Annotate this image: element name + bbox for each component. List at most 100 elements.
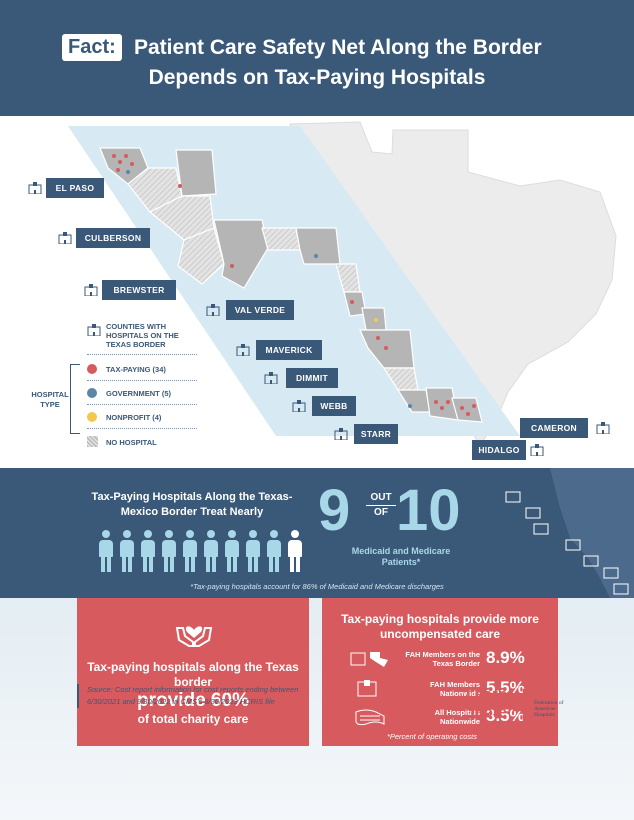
hospital-dots bbox=[112, 154, 476, 416]
hospital-building-icon bbox=[87, 324, 101, 336]
legend-no-hospital: NO HOSPITAL bbox=[106, 438, 157, 447]
person-icon bbox=[161, 530, 177, 572]
uncomp-row-value: 5.5% bbox=[486, 678, 525, 697]
hospital-building-icon bbox=[206, 304, 220, 316]
us-flag-icon bbox=[355, 709, 385, 726]
county-cameron bbox=[451, 397, 483, 423]
charity-line1: Tax-paying hospitals along the Texas bor… bbox=[87, 660, 299, 689]
texas-border-map: EL PASO CULBERSON BREWSTER VAL VERDE MAV… bbox=[0, 116, 634, 468]
uncomp-note: *Percent of operating costs bbox=[386, 732, 478, 741]
legend-hatch-swatch bbox=[87, 436, 98, 447]
county-hudspeth bbox=[127, 167, 183, 213]
person-icon bbox=[140, 530, 156, 572]
person-icon bbox=[224, 530, 240, 572]
county-terrell bbox=[261, 227, 301, 251]
lower-section: Tax-paying hospitals along the Texas bor… bbox=[0, 598, 634, 820]
stat-medicaid: Medicaid and Medicare Patients* bbox=[351, 546, 451, 567]
legend-divider bbox=[87, 428, 197, 429]
hospital-building-icon bbox=[28, 182, 42, 194]
uncomp-row-label: FAH Members Nationwide bbox=[429, 680, 480, 698]
header-banner: Fact: Patient Care Safety Net Along the … bbox=[0, 0, 634, 116]
county-label-brewster: BREWSTER bbox=[102, 280, 176, 300]
county-label-culberson: CULBERSON bbox=[76, 228, 150, 248]
fah-logo-icon bbox=[357, 680, 377, 697]
person-icon bbox=[119, 530, 135, 572]
texas-coast-silhouette bbox=[550, 468, 634, 598]
person-icon bbox=[266, 530, 282, 572]
county-val-verde bbox=[295, 227, 341, 265]
uncomp-row-value: 8.9% bbox=[486, 648, 525, 667]
legend-tax-paying: TAX-PAYING (34) bbox=[106, 365, 166, 374]
uncomp-row-label: All Hospitals Nationwide bbox=[434, 708, 480, 726]
uncomp-row-label: FAH Members on the Texas Border bbox=[405, 650, 480, 668]
page-title-line2: Depends on Tax-Paying Hospitals bbox=[148, 66, 486, 89]
learn-line2: at fah.org bbox=[438, 722, 507, 739]
hospital-building-icon bbox=[530, 444, 544, 456]
fah-cross-logo bbox=[512, 688, 546, 722]
charity-care-card: Tax-paying hospitals along the Texas bor… bbox=[77, 598, 309, 746]
legend-dot-tax-paying bbox=[87, 364, 97, 374]
person-icon bbox=[203, 530, 219, 572]
county-label-maverick: MAVERICK bbox=[256, 340, 322, 360]
hospital-building-icon bbox=[264, 372, 278, 384]
stat-nine: 9 bbox=[318, 478, 351, 543]
legend-dot-nonprofit bbox=[87, 412, 97, 422]
page-title-line1: Patient Care Safety Net Along the Border bbox=[134, 36, 542, 59]
county-label-starr: STARR bbox=[354, 424, 398, 444]
hospital-building-icon bbox=[58, 232, 72, 244]
hospital-building-icon bbox=[596, 422, 610, 434]
stat-of: OF bbox=[374, 507, 388, 518]
legend-divider bbox=[87, 354, 197, 355]
stat-footnote: *Tax-paying hospitals account for 86% of… bbox=[190, 582, 444, 591]
county-brewster bbox=[213, 219, 269, 289]
county-label-cameron: CAMERON bbox=[520, 418, 588, 438]
uncomp-row: FAH Members Nationwide 5.5% bbox=[350, 678, 550, 700]
fah-logo-text: Federation of American Hospitals bbox=[534, 700, 564, 718]
person-icon bbox=[245, 530, 261, 572]
uncomp-title: Tax-paying hospitals provide more uncomp… bbox=[341, 612, 539, 641]
legend-divider bbox=[87, 404, 197, 405]
hospital-building-icon bbox=[292, 400, 306, 412]
source-line2: 6/30/2021 and 9/30/2022 in CMS's 6/30/20… bbox=[87, 697, 275, 706]
stat-band: Tax-Paying Hospitals Along the Texas-Mex… bbox=[0, 468, 634, 598]
person-icon bbox=[98, 530, 114, 572]
legend-counties-label: COUNTIES WITH HOSPITALS ON THE TEXAS BOR… bbox=[106, 322, 179, 349]
source-note: Source: Cost report information for cost… bbox=[77, 684, 298, 708]
hospital-building-icon bbox=[84, 284, 98, 296]
uncomp-row: FAH Members on the Texas Border 8.9% bbox=[350, 648, 550, 670]
charity-line2: provide 60% bbox=[137, 690, 249, 711]
legend-nonprofit: NONPROFIT (4) bbox=[106, 413, 162, 422]
county-label-webb: WEBB bbox=[312, 396, 356, 416]
stat-out: OUT bbox=[370, 492, 392, 503]
county-label-hidalgo: HIDALGO bbox=[472, 440, 526, 460]
hospital-building-icon bbox=[334, 428, 348, 440]
fact-badge: Fact: bbox=[62, 34, 122, 61]
legend-divider bbox=[87, 380, 197, 381]
source-line1: Source: Cost report information for cost… bbox=[87, 685, 299, 694]
legend-bracket bbox=[70, 364, 80, 434]
county-dimmit bbox=[361, 307, 387, 331]
fah-texas-icon bbox=[350, 652, 388, 667]
legend-dot-government bbox=[87, 388, 97, 398]
people-icons bbox=[98, 530, 303, 572]
stat-out-of: OUT OF bbox=[366, 492, 396, 519]
hospital-icons-coast bbox=[505, 491, 629, 595]
learn-more-link[interactable]: Learn more at fah.org bbox=[427, 686, 507, 740]
county-presidio bbox=[177, 227, 225, 285]
county-jeff-davis bbox=[148, 195, 215, 241]
legend-hospital-type: HOSPITAL TYPE bbox=[31, 390, 69, 409]
stat-ten: 10 bbox=[396, 478, 461, 543]
person-icon bbox=[182, 530, 198, 572]
map-graphic bbox=[68, 121, 617, 447]
hands-heart-icon bbox=[175, 626, 213, 647]
charity-line3: of total charity care bbox=[137, 712, 249, 726]
county-label-dimmit: DIMMIT bbox=[286, 368, 338, 388]
county-label-val-verde: VAL VERDE bbox=[226, 300, 294, 320]
map-legend: COUNTIES WITH HOSPITALS ON THE TEXAS BOR… bbox=[30, 316, 200, 456]
county-culberson bbox=[175, 149, 217, 197]
hospital-building-icon bbox=[236, 344, 250, 356]
uncompensated-care-card: Tax-paying hospitals provide more uncomp… bbox=[322, 598, 558, 746]
person-icon bbox=[287, 530, 303, 572]
legend-government: GOVERNMENT (5) bbox=[106, 389, 172, 398]
county-label-el-paso: EL PASO bbox=[46, 178, 104, 198]
